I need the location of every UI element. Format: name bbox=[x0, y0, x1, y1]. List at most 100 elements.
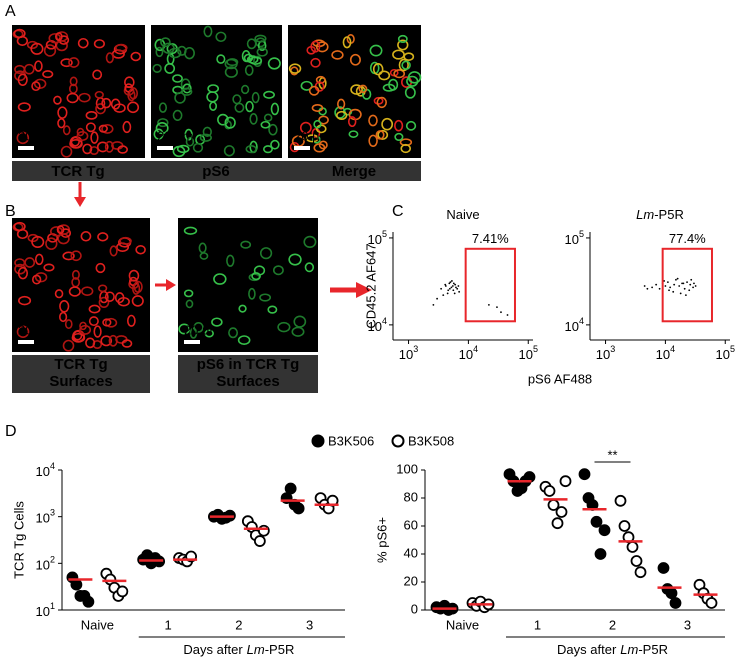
cell bbox=[259, 247, 273, 260]
cell bbox=[217, 113, 229, 126]
tick-label: 105 bbox=[716, 344, 735, 362]
cell bbox=[350, 84, 363, 95]
cell bbox=[216, 54, 226, 64]
event-dot bbox=[451, 285, 454, 287]
cell bbox=[153, 128, 164, 140]
cell bbox=[238, 304, 247, 313]
cell bbox=[131, 295, 144, 307]
cell bbox=[300, 80, 313, 91]
arrows bbox=[74, 182, 372, 298]
cell bbox=[254, 34, 267, 43]
x-label-text: Days after bbox=[183, 642, 243, 657]
cell bbox=[240, 240, 252, 249]
cell bbox=[368, 114, 378, 127]
cell bbox=[313, 119, 322, 129]
cell bbox=[98, 124, 108, 133]
x-tick-label: 2 bbox=[609, 617, 616, 632]
cell bbox=[62, 339, 75, 352]
tick-base: 10 bbox=[368, 232, 382, 247]
tick-label: 104 bbox=[656, 344, 675, 362]
cell bbox=[407, 71, 422, 84]
x-tick-label: 2 bbox=[235, 617, 242, 632]
cell bbox=[78, 92, 91, 103]
cell bbox=[64, 319, 73, 330]
cell bbox=[60, 145, 73, 158]
dot-open bbox=[705, 597, 718, 609]
event-dot bbox=[690, 278, 693, 281]
event-dot bbox=[689, 283, 692, 286]
dot-open bbox=[555, 506, 568, 518]
event-dot bbox=[500, 311, 502, 314]
event-dot bbox=[688, 289, 691, 292]
event-dot bbox=[444, 283, 447, 286]
cell bbox=[119, 236, 132, 245]
scale-bar-label: 20 µm bbox=[18, 322, 54, 337]
cell bbox=[184, 128, 193, 141]
cell bbox=[82, 143, 93, 155]
cell bbox=[164, 62, 176, 74]
caption-bar bbox=[178, 355, 318, 393]
dot-open bbox=[614, 494, 627, 507]
cell bbox=[113, 103, 126, 113]
cell bbox=[392, 49, 405, 60]
cell bbox=[185, 299, 194, 309]
cell bbox=[172, 109, 183, 121]
cell bbox=[77, 37, 89, 49]
event-dot bbox=[694, 285, 697, 287]
cell bbox=[130, 51, 142, 62]
cell bbox=[174, 91, 186, 104]
tick-base: 10 bbox=[565, 232, 579, 247]
cell bbox=[305, 134, 319, 143]
cell bbox=[162, 42, 175, 54]
cell bbox=[206, 91, 219, 103]
dot-filled bbox=[284, 482, 297, 495]
cell bbox=[193, 321, 204, 333]
cell bbox=[228, 327, 239, 339]
x-tick-label: 1 bbox=[534, 617, 541, 632]
cell bbox=[101, 97, 112, 109]
cell bbox=[62, 125, 71, 136]
dot-filled bbox=[578, 468, 591, 481]
cell bbox=[45, 237, 58, 250]
scale-bar-label: 20 µm bbox=[184, 322, 220, 337]
cell bbox=[251, 91, 260, 104]
cell bbox=[204, 329, 214, 338]
cell bbox=[128, 87, 138, 100]
cell bbox=[31, 274, 42, 285]
cell bbox=[310, 40, 321, 53]
gate-percent: 7.41% bbox=[472, 231, 509, 246]
scale-bar bbox=[18, 146, 34, 150]
cell bbox=[249, 56, 263, 65]
micrograph: 20 µm bbox=[288, 25, 422, 158]
event-dot bbox=[682, 282, 685, 285]
cell bbox=[26, 40, 38, 50]
cell bbox=[17, 73, 28, 87]
chart-title: Naive bbox=[446, 207, 479, 222]
tick-base: 10 bbox=[716, 347, 730, 362]
cell bbox=[117, 296, 130, 307]
cell bbox=[42, 70, 54, 79]
cell bbox=[336, 110, 348, 120]
dot-filled bbox=[665, 587, 678, 600]
cell bbox=[34, 272, 48, 283]
cell bbox=[181, 87, 193, 96]
tick-base: 10 bbox=[36, 464, 50, 479]
title-text: Naive bbox=[446, 207, 479, 222]
event-dot bbox=[646, 287, 649, 290]
panel-label: D bbox=[5, 423, 17, 440]
cell bbox=[155, 46, 164, 58]
cell bbox=[100, 335, 113, 347]
cell bbox=[68, 57, 80, 68]
tick-sup: 4 bbox=[382, 316, 387, 326]
x-tick-label: 3 bbox=[306, 617, 313, 632]
dot-open bbox=[618, 520, 631, 532]
event-dot bbox=[651, 286, 654, 289]
cell bbox=[182, 83, 192, 94]
cell bbox=[315, 75, 326, 84]
legend-label: B3K506 bbox=[328, 433, 374, 448]
cell bbox=[43, 263, 55, 272]
cell bbox=[172, 74, 183, 83]
axis-title: CD45.2 AF647 bbox=[363, 243, 378, 328]
cell bbox=[213, 273, 227, 285]
